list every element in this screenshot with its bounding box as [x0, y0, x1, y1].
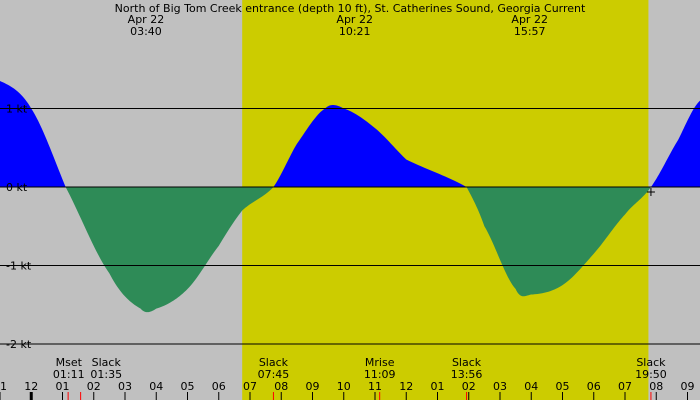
event-label-name: Mrise [365, 356, 395, 369]
gridlines [0, 108, 700, 345]
y-tick-label: 0 kt [6, 181, 28, 194]
chart-title: North of Big Tom Creek entrance (depth 1… [115, 2, 586, 15]
current-position-marker [646, 188, 655, 196]
hour-tick-label: 04 [149, 380, 163, 393]
top-label-date: Apr 22 [511, 13, 548, 26]
y-axis-labels: 1 kt 0 kt -1 kt -2 kt [6, 103, 32, 352]
hour-tick-label: 05 [556, 380, 570, 393]
y-tick-label: 1 kt [6, 103, 28, 116]
hour-tick-label: 09 [306, 380, 320, 393]
hour-tick-label: 06 [212, 380, 226, 393]
hour-tick-label: 12 [24, 380, 38, 393]
hour-tick-label: 02 [462, 380, 476, 393]
event-label-name: Slack [259, 356, 289, 369]
hour-ticks: 11 12 01 02 03 04 05 06 07 08 09 10 11 12 01 02 03 04 05 06… [0, 380, 695, 400]
hour-tick-label: 08 [649, 380, 663, 393]
top-label-time: 15:57 [514, 25, 546, 38]
event-label-time: 11:09 [364, 368, 396, 381]
event-label-time: 19:50 [635, 368, 667, 381]
hour-tick-label: 03 [493, 380, 507, 393]
event-label-name: Slack [92, 356, 122, 369]
hour-tick-label: 02 [87, 380, 101, 393]
hour-tick-label: 01 [431, 380, 445, 393]
top-label-time: 03:40 [130, 25, 162, 38]
hour-tick-label: 12 [399, 380, 413, 393]
event-label-time: 13:56 [451, 368, 483, 381]
event-label-time: 01:11 [53, 368, 85, 381]
hour-tick-label: 03 [118, 380, 132, 393]
ebb-area [0, 187, 700, 313]
hour-tick-label: 01 [56, 380, 70, 393]
event-label-name: Slack [636, 356, 666, 369]
hour-tick-label: 11 [368, 380, 382, 393]
hour-tick-label: 10 [337, 380, 351, 393]
bottom-labels: Mset01:11Slack01:35Slack07:45Mrise11:09S… [53, 356, 667, 381]
hour-tick-label: 11 [0, 380, 7, 393]
event-label-time: 01:35 [90, 368, 122, 381]
hour-tick-label: 05 [181, 380, 195, 393]
top-label-time: 10:21 [339, 25, 371, 38]
hour-tick-label: 07 [618, 380, 632, 393]
event-label-time: 07:45 [258, 368, 290, 381]
y-tick-label: -2 kt [6, 338, 32, 351]
current-areas [0, 81, 700, 313]
top-label-date: Apr 22 [336, 13, 373, 26]
event-label-name: Slack [452, 356, 482, 369]
flood-area [0, 81, 700, 187]
top-label-date: Apr 22 [128, 13, 165, 26]
hour-tick-label: 07 [243, 380, 257, 393]
y-tick-label: -1 kt [6, 260, 32, 273]
hour-tick-label: 04 [524, 380, 538, 393]
hour-tick-label: 08 [274, 380, 288, 393]
event-label-name: Mset [56, 356, 83, 369]
midnight-tick [29, 392, 33, 400]
hour-tick-label: 06 [587, 380, 601, 393]
hour-tick-label: 09 [681, 380, 695, 393]
